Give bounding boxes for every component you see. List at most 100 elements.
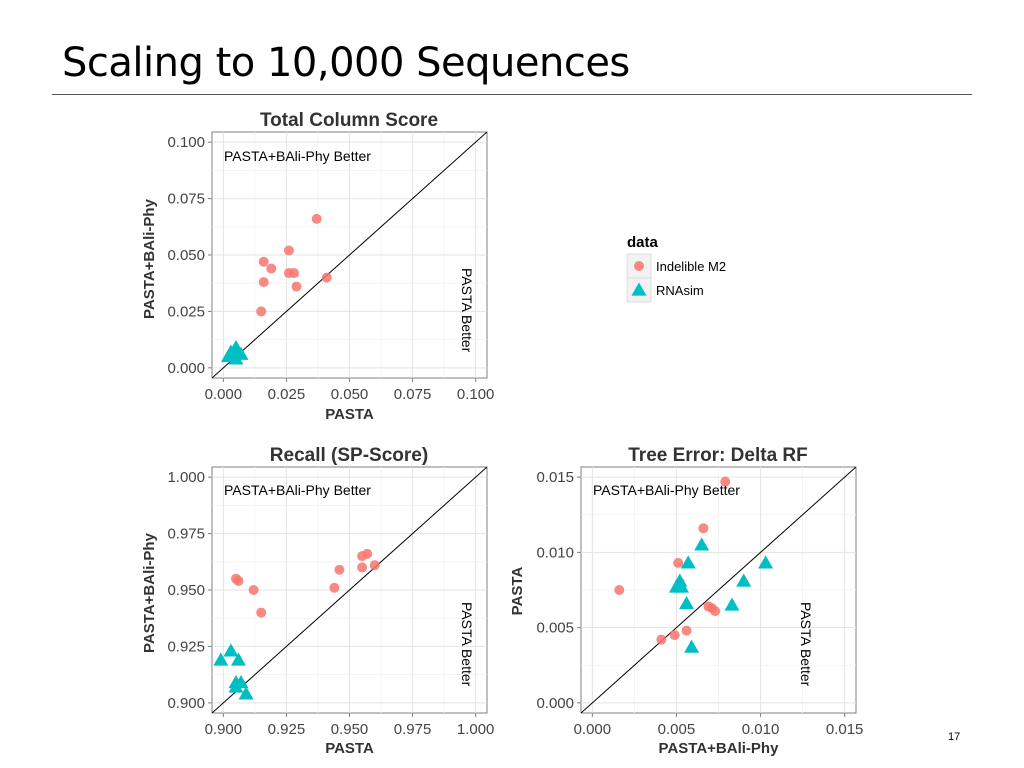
x-tick-label: 0.015 — [826, 721, 864, 738]
y-tick-label: 0.900 — [167, 695, 205, 712]
diagonal-line — [581, 467, 856, 713]
data-point — [680, 555, 696, 569]
data-point — [233, 575, 244, 586]
x-axis-label: PASTA+BAli-Phy — [659, 740, 780, 757]
data-point — [258, 277, 269, 288]
y-axis-label: PASTA — [509, 567, 526, 616]
x-tick-label: 0.050 — [331, 386, 369, 403]
page-number: 17 — [948, 731, 961, 743]
legend: data Indelible M2 RNAsim — [626, 234, 726, 303]
data-points — [614, 476, 774, 653]
data-point — [357, 551, 368, 562]
data-point — [656, 634, 667, 645]
data-point — [213, 652, 229, 666]
data-point — [258, 256, 269, 267]
data-points — [220, 213, 332, 365]
x-tick-label: 0.000 — [205, 386, 243, 403]
series-indelible-m2 — [230, 548, 380, 618]
y-tick-label: 0.015 — [536, 469, 574, 486]
data-point — [329, 582, 340, 593]
data-point — [266, 263, 277, 274]
chart-title: Tree Error: Delta RF — [628, 445, 808, 466]
x-tick-label: 1.000 — [457, 721, 495, 738]
data-point — [758, 555, 774, 569]
y-tick-label: 0.000 — [536, 695, 574, 712]
y-tick-label: 0.050 — [167, 247, 205, 264]
data-point — [673, 557, 684, 568]
data-point — [291, 281, 302, 292]
data-point — [288, 268, 299, 279]
series-rnasim — [213, 643, 254, 700]
data-point — [681, 625, 692, 636]
data-point — [720, 476, 731, 487]
y-tick-label: 0.925 — [167, 638, 205, 655]
x-tick-label: 0.100 — [457, 386, 495, 403]
data-point — [736, 573, 752, 587]
data-point — [283, 245, 294, 256]
data-point — [694, 537, 710, 551]
data-points — [213, 548, 380, 700]
data-point — [334, 564, 345, 575]
annotation-lower-right: PASTA Better — [798, 602, 814, 687]
y-axis-label: PASTA+BAli-Phy — [141, 198, 158, 319]
annotation-upper-left: PASTA+BAli-Phy Better — [593, 482, 740, 498]
annotation-lower-right: PASTA Better — [459, 268, 475, 353]
data-point — [684, 639, 700, 653]
grid — [212, 467, 487, 713]
data-point — [238, 686, 254, 700]
chart-panel-2: 0.900 0.925 0.950 0.975 1.000 0.900 0.925 0.950… — [141, 445, 494, 757]
legend-label: Indelible M2 — [656, 259, 726, 274]
data-point — [614, 585, 625, 595]
series-rnasim — [220, 340, 249, 365]
data-point — [248, 585, 259, 595]
y-tick-label: 0.100 — [167, 134, 205, 151]
data-point — [631, 282, 647, 296]
data-point — [634, 261, 644, 271]
data-point — [223, 643, 239, 657]
chart-title: Recall (SP-Score) — [270, 445, 428, 466]
data-point — [228, 679, 244, 693]
data-point — [724, 597, 740, 611]
data-point — [369, 560, 380, 571]
y-tick-label: 0.025 — [167, 303, 205, 320]
annotation-lower-right: PASTA Better — [459, 602, 475, 687]
legend-title: data — [627, 234, 659, 251]
annotation-upper-left: PASTA+BAli-Phy Better — [224, 482, 371, 498]
annotation-upper-left: PASTA+BAli-Phy Better — [224, 148, 371, 164]
chart-panel-3: 0.000 0.005 0.010 0.015 0.000 0.005 0.010 0.015… — [509, 445, 863, 757]
data-point — [669, 630, 680, 641]
slide-title: Scaling to 10,000 Sequences — [62, 40, 630, 86]
x-tick-label: 0.025 — [268, 386, 306, 403]
x-tick-label: 0.925 — [268, 721, 306, 738]
data-point — [321, 272, 332, 283]
x-tick-label: 0.010 — [742, 721, 780, 738]
y-tick-label: 0.075 — [167, 191, 205, 208]
title-divider — [52, 94, 972, 95]
y-axis-label: PASTA+BAli-Phy — [141, 532, 158, 653]
data-point — [710, 606, 721, 617]
series-rnasim — [668, 537, 774, 653]
data-point — [230, 652, 246, 666]
y-tick-label: 1.000 — [167, 469, 205, 486]
data-point — [357, 562, 368, 573]
data-point — [256, 607, 267, 618]
data-point — [311, 213, 322, 224]
data-point — [233, 346, 249, 360]
chart-panel-1: 0.000 0.025 0.050 0.075 0.100 0.000 0.025 0.050… — [141, 110, 494, 423]
y-tick-label: 0.005 — [536, 620, 574, 637]
x-axis-label: PASTA — [325, 406, 374, 423]
x-tick-label: 0.950 — [331, 721, 369, 738]
legend-label: RNAsim — [656, 283, 704, 298]
data-point — [256, 306, 267, 317]
data-point — [698, 523, 709, 534]
x-tick-label: 0.075 — [394, 386, 432, 403]
x-tick-label: 0.900 — [205, 721, 243, 738]
y-tick-label: 0.975 — [167, 526, 205, 543]
x-tick-label: 0.005 — [658, 721, 696, 738]
data-point — [679, 596, 695, 610]
diagonal-line — [212, 132, 487, 378]
x-tick-label: 0.975 — [394, 721, 432, 738]
x-axis-label: PASTA — [325, 740, 374, 757]
data-point — [673, 579, 689, 593]
